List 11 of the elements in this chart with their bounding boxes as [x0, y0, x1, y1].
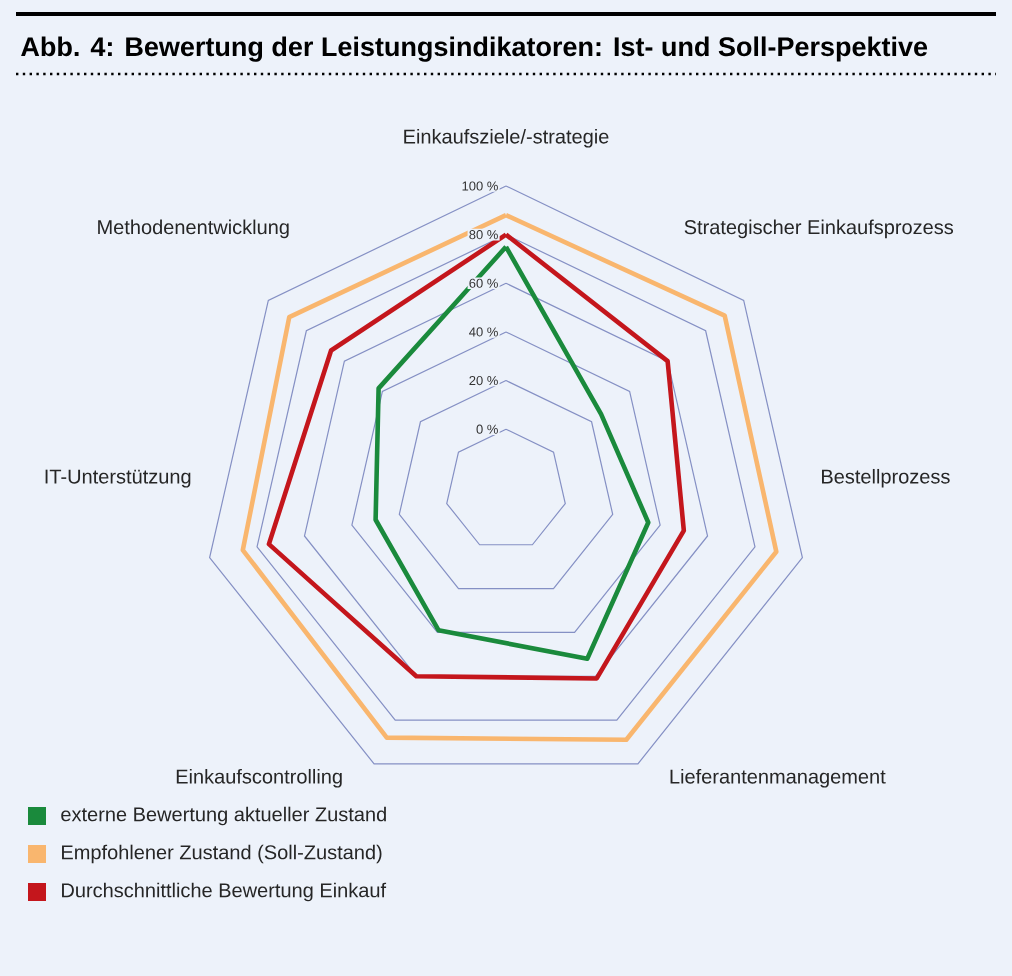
spoke-label: IT-Unterstützung: [45, 469, 191, 488]
chart-title: Abb. 4: Bewertung der Leistungsindikatoren: Ist- und Soll-Perspektive: [21, 36, 928, 62]
spoke-label: Einkaufscontrolling: [176, 768, 342, 788]
legend-label: Durchschnittliche Bewertung Einkauf: [62, 882, 387, 902]
spoke-label: Einkaufsziele/-strategie: [404, 128, 609, 148]
legend-label: externe Bewertung aktueller Zustand: [61, 806, 386, 826]
spoke-label: Methodenentwicklung: [98, 219, 289, 239]
legend-label: Empfohlener Zustand (Soll-Zustand): [62, 844, 382, 864]
spoke-label: Bestellprozess: [822, 468, 950, 488]
spoke-label: Lieferantenmanagement: [670, 768, 886, 788]
spoke-label: Strategischer Einkaufsprozess: [684, 219, 954, 239]
